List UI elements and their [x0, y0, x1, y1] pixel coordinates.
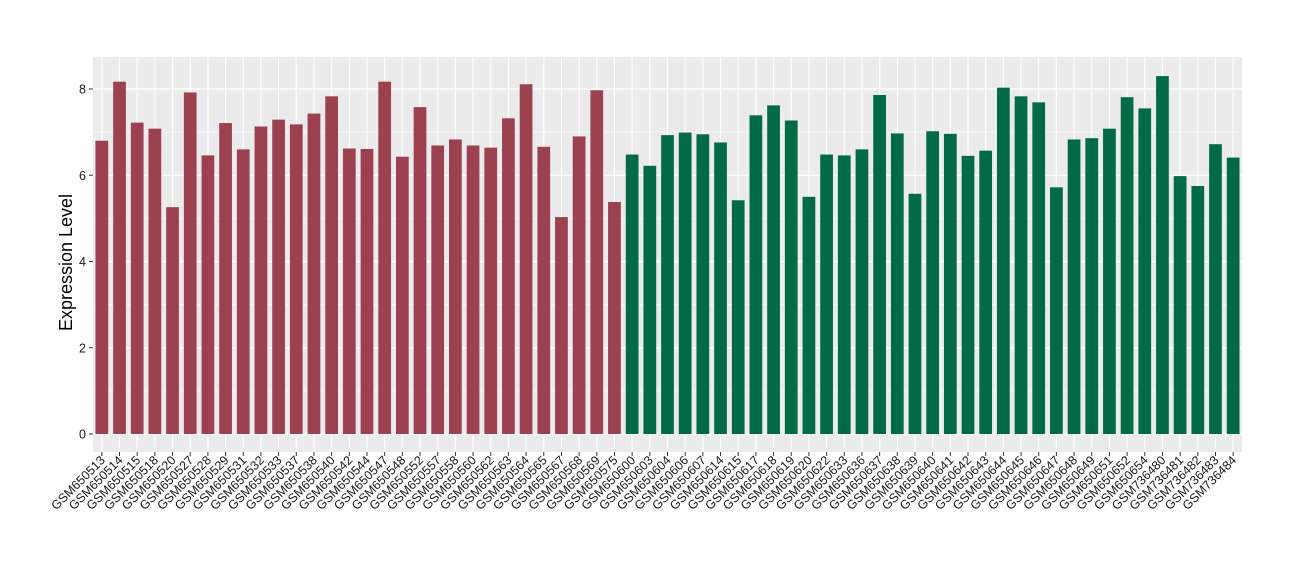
bar-GSM650636	[855, 149, 869, 434]
bar-GSM650633	[837, 155, 851, 434]
bar-GSM736484	[1226, 157, 1240, 434]
bar-GSM650514	[113, 81, 126, 434]
bar-GSM650637	[873, 95, 886, 434]
bar-GSM650544	[360, 148, 374, 434]
bar-GSM650620	[802, 196, 816, 434]
y-tick-label: 2	[79, 341, 86, 355]
bar-GSM650538	[307, 113, 321, 435]
bar-GSM650618	[767, 105, 780, 434]
bar-GSM650531	[236, 149, 250, 434]
bar-GSM650558	[449, 139, 462, 435]
bar-GSM650557	[431, 145, 445, 434]
bar-GSM650520	[166, 207, 179, 434]
bar-GSM650639	[908, 193, 922, 434]
bar-GSM650649	[1085, 138, 1099, 434]
bar-GSM650547	[378, 81, 392, 434]
bar-GSM650600	[625, 154, 639, 435]
bar-GSM650617	[749, 115, 763, 435]
y-axis: 0 2 4 6 8	[79, 83, 93, 442]
bar-GSM650643	[979, 150, 993, 434]
bar-GSM650552	[413, 107, 427, 435]
bar-GSM650542	[342, 148, 356, 434]
bar-GSM650529	[219, 123, 232, 434]
bar-GSM650575	[608, 201, 621, 434]
bar-GSM650603	[643, 165, 657, 434]
bar-GSM736480	[1156, 76, 1169, 434]
bar-GSM650568	[572, 136, 586, 434]
bar-GSM650622	[820, 154, 833, 435]
bar-GSM650642	[961, 155, 975, 434]
bar-GSM650646	[1032, 102, 1046, 435]
bar-GSM650528	[201, 155, 215, 434]
bar-GSM650515	[130, 122, 144, 434]
bar-GSM650604	[661, 135, 674, 435]
bar-GSM650548	[395, 156, 409, 435]
bar-GSM650569	[590, 90, 604, 434]
y-tick-label: 6	[79, 169, 86, 183]
y-tick-label: 0	[79, 428, 86, 442]
bar-GSM650648	[1067, 139, 1081, 435]
bar-GSM650614	[714, 142, 727, 434]
bar-GSM736482	[1191, 186, 1205, 434]
bar-GSM650563	[502, 118, 515, 434]
bar-GSM650651	[1103, 128, 1116, 435]
bars	[95, 76, 1240, 435]
x-axis: GSM650513GSM650514GSM650515GSM650518GSM6…	[48, 452, 1239, 513]
y-tick-label: 8	[79, 83, 86, 97]
bar-GSM736483	[1209, 144, 1222, 434]
bar-GSM650533	[272, 119, 285, 435]
bar-GSM650540	[325, 96, 339, 435]
y-tick-label: 4	[79, 255, 86, 269]
bar-GSM650615	[731, 200, 745, 434]
bar-GSM736481	[1173, 176, 1187, 435]
bar-GSM650527	[183, 92, 197, 434]
bar-GSM650532	[254, 126, 268, 435]
bar-GSM650640	[926, 131, 940, 434]
bar-GSM650537	[289, 124, 303, 435]
bar-GSM650641	[943, 133, 957, 434]
bar-GSM650644	[996, 87, 1010, 435]
bar-GSM650567	[555, 217, 568, 434]
bar-GSM650606	[678, 132, 692, 434]
y-axis-title: Expression Level	[56, 194, 76, 331]
bar-GSM650513	[95, 140, 109, 434]
bar-GSM650647	[1050, 187, 1063, 434]
bar-GSM650518	[148, 128, 162, 435]
bar-GSM650565	[537, 146, 551, 434]
bar-GSM650619	[784, 120, 798, 434]
bar-GSM650560	[466, 145, 480, 434]
bar-GSM650645	[1014, 96, 1028, 435]
bar-GSM650652	[1120, 97, 1134, 434]
bar-GSM650607	[696, 134, 710, 434]
bar-GSM650638	[890, 133, 904, 434]
bar-GSM650562	[484, 147, 498, 434]
bar-GSM650564	[519, 84, 533, 434]
bar-GSM650654	[1138, 108, 1152, 434]
